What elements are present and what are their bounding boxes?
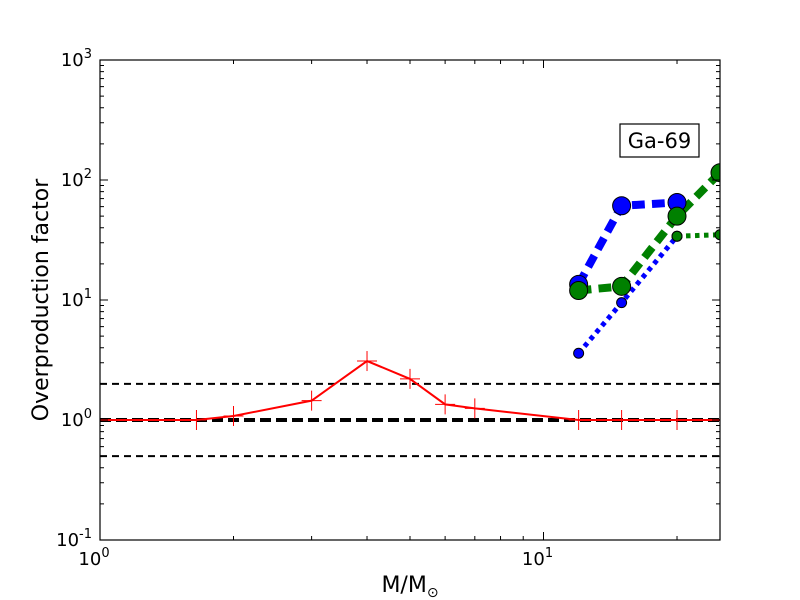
annotation-box: Ga-69 [619, 123, 700, 158]
x-tick-exp-1: 1 [545, 546, 553, 561]
series-0-point-5 [400, 368, 420, 389]
series-line-2 [578, 169, 720, 295]
y-tick-base-4: 10 [61, 50, 84, 71]
annotation-label: Ga-69 [628, 129, 691, 153]
x-axis-label: M/M⊙ [381, 573, 438, 600]
y-tick-base-3: 10 [61, 170, 84, 191]
plot-background [100, 60, 720, 540]
x-axis-label-text: M/M [381, 573, 426, 598]
x-tick-base-0: 10 [78, 549, 101, 570]
y-tick-exp-2: 1 [84, 287, 92, 302]
solar-symbol-subscript: ⊙ [427, 585, 439, 600]
series-0-point-6 [435, 394, 456, 415]
y-tick-exp-3: 2 [84, 167, 92, 182]
series-0-point-10 [667, 410, 688, 430]
y-axis-label: Overproduction factor [29, 178, 54, 421]
y-tick-label-2: 101 [61, 287, 92, 311]
series-1-point-1 [612, 196, 632, 216]
series-2-point-3 [710, 163, 720, 183]
y-tick-base-1: 10 [61, 410, 84, 431]
series-0-point-7 [464, 398, 485, 419]
series-0-point-1 [186, 410, 207, 430]
x-axis-ticks: 100 101 [78, 60, 678, 570]
series-0-point-3 [301, 390, 322, 411]
series-0-point-9 [611, 410, 632, 430]
series-line-4 [676, 232, 720, 239]
series-2-point-0 [569, 280, 589, 300]
series-0-point-2 [223, 405, 244, 426]
y-tick-base-2: 10 [61, 290, 84, 311]
y-tick-label-0: 10-1 [56, 527, 92, 551]
series-3-point-0 [573, 347, 585, 359]
y-tick-label-4: 103 [61, 47, 92, 71]
y-tick-base-0: 10 [56, 530, 79, 551]
series-0-point-4 [357, 351, 378, 372]
series-4-point-0 [671, 230, 683, 242]
x-tick-base-1: 10 [522, 549, 545, 570]
series-3-point-1 [616, 297, 628, 309]
x-tick-exp-0: 0 [101, 546, 109, 561]
y-tick-exp-1: 0 [84, 407, 92, 422]
annotation-frame [619, 123, 700, 158]
series-0-point-8 [568, 410, 589, 430]
y-tick-label-1: 100 [61, 407, 92, 431]
x-tick-label-0: 100 [78, 546, 109, 570]
series-4-point-1 [714, 229, 720, 241]
series-markers [100, 163, 720, 430]
y-tick-label-3: 102 [61, 167, 92, 191]
series-2-point-2 [667, 206, 687, 226]
y-tick-exp-4: 3 [84, 47, 92, 62]
x-tick-label-1: 101 [522, 546, 553, 570]
series-2-point-1 [612, 276, 632, 296]
y-tick-exp-0: -1 [79, 527, 92, 542]
